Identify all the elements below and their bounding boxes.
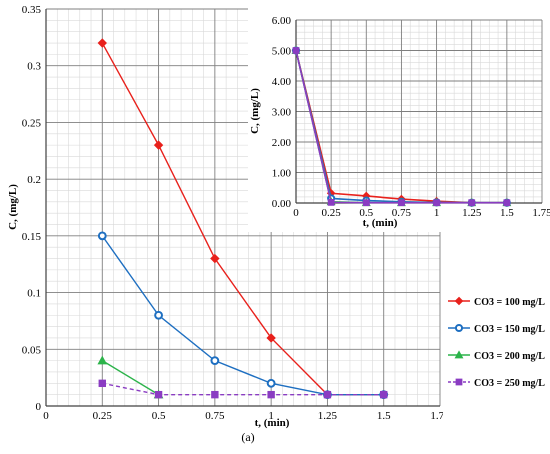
y-tick-label: 2.00 xyxy=(272,137,292,149)
data-point xyxy=(380,390,388,399)
x-tick-label: 1.75 xyxy=(532,207,550,219)
data-point xyxy=(398,199,405,207)
series-line xyxy=(101,360,159,396)
data-point xyxy=(503,199,511,207)
y-tick-label: 3.00 xyxy=(272,107,292,119)
data-point xyxy=(154,310,163,320)
y-tick-label: 4.00 xyxy=(272,76,292,88)
y-tick-label: 0.1 xyxy=(27,288,41,300)
data-point xyxy=(153,140,164,150)
legend-marker xyxy=(454,350,464,359)
x-tick-label: 0.25 xyxy=(93,410,113,422)
legend-label: CO3 = 250 mg/L xyxy=(474,378,545,389)
y-tick-label: 0.05 xyxy=(22,344,42,356)
y-tick-label: 0.3 xyxy=(27,61,41,73)
legend-label: CO3 = 100 mg/L xyxy=(474,297,545,308)
x-tick-label: 0 xyxy=(43,410,49,422)
series-line xyxy=(102,382,384,396)
legend-marker xyxy=(454,323,464,333)
x-axis-title: t, (min) xyxy=(255,417,290,429)
legend-label: CO3 = 150 mg/L xyxy=(474,324,545,335)
y-tick-label: 1.00 xyxy=(272,168,292,180)
y-tick-label: 5.00 xyxy=(272,46,292,58)
data-point xyxy=(266,333,276,343)
x-tick-label: 0.25 xyxy=(322,207,342,219)
figure-caption: (a) xyxy=(241,430,254,444)
data-point xyxy=(97,231,107,241)
inset-x-axis-title: t, (min) xyxy=(363,217,398,229)
x-tick-label: 1.25 xyxy=(462,207,482,219)
y-tick-label: 0.15 xyxy=(22,231,42,243)
data-point xyxy=(433,199,440,207)
x-tick-label: 0 xyxy=(293,207,299,219)
data-point xyxy=(154,390,163,399)
data-point xyxy=(327,199,335,206)
legend-background xyxy=(443,282,549,436)
data-point xyxy=(266,378,276,388)
data-point xyxy=(98,379,106,388)
data-point xyxy=(292,47,300,54)
inset-y-axis-title: C, (mg/L) xyxy=(249,88,261,134)
y-tick-label: 0.25 xyxy=(22,117,42,129)
x-tick-label: 0.75 xyxy=(392,207,412,219)
data-point xyxy=(362,199,370,207)
series-line xyxy=(101,235,384,396)
y-tick-label: 0.35 xyxy=(22,4,42,16)
data-point xyxy=(323,390,332,399)
x-tick-label: 1.5 xyxy=(377,410,391,422)
data-point xyxy=(210,253,220,264)
x-tick-label: 1 xyxy=(268,410,274,422)
x-tick-label: 0.5 xyxy=(359,207,373,219)
x-tick-label: 0.75 xyxy=(205,410,225,422)
legend-marker xyxy=(454,296,464,306)
x-tick-label: 1.5 xyxy=(500,207,514,219)
y-tick-label: 6.00 xyxy=(272,15,292,27)
data-point xyxy=(210,356,220,366)
y-tick-label: 0.00 xyxy=(272,198,292,210)
y-tick-label: 0 xyxy=(36,401,42,413)
inset-chart: 0 0.25 0.5 0.75 1 1.25 1.5 1.75 0.00 1.00 2.00 3.00… xyxy=(248,6,550,232)
legend: CO3 = 100 mg/L CO3 = 150 mg/L CO3 = 200 mg… xyxy=(443,282,549,436)
x-tick-label: 0.5 xyxy=(152,410,166,422)
legend-label: CO3 = 200 mg/L xyxy=(474,351,545,362)
x-tick-label: 1.25 xyxy=(318,410,338,422)
data-point xyxy=(97,355,108,365)
y-tick-label: 0.2 xyxy=(27,174,41,186)
data-point xyxy=(211,390,219,399)
data-point xyxy=(267,390,275,399)
y-axis-title: C, (mg/L) xyxy=(7,184,19,230)
x-tick-label: 1 xyxy=(434,207,440,219)
data-point xyxy=(97,38,107,48)
data-point xyxy=(468,199,476,207)
legend-marker xyxy=(455,378,463,386)
